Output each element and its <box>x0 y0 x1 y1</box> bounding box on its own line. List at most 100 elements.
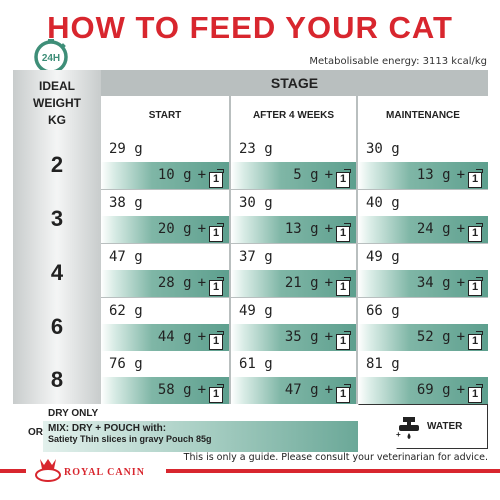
pouch-icon: 1 <box>468 331 483 350</box>
mix-amount-cell: 47 g +1 <box>231 377 356 404</box>
dry-amount: 61 g <box>231 351 356 377</box>
ideal-weight-header: IDEAL WEIGHT KG <box>13 78 101 129</box>
plus-sign: + <box>456 382 465 398</box>
mix-amount-cell: 52 g +1 <box>358 324 488 351</box>
plus-sign: + <box>197 329 206 345</box>
dry-amount: 49 g <box>231 298 356 324</box>
dry-amount: 66 g <box>358 298 488 324</box>
mix-amount: 28 g <box>157 275 192 291</box>
pouch-icon: 1 <box>336 223 351 242</box>
plus-sign: + <box>324 221 333 237</box>
svg-text:ROYAL CANIN: ROYAL CANIN <box>64 467 145 478</box>
mix-amount-cell: 13 g +1 <box>231 216 356 243</box>
mix-amount-cell: 5 g +1 <box>231 162 356 189</box>
plus-sign: + <box>324 329 333 345</box>
weight-value: 3 <box>50 206 64 231</box>
mix-legend: MIX: DRY + POUCH with: Satiety Thin slic… <box>43 421 358 452</box>
water-label: WATER <box>427 421 463 432</box>
pouch-icon: 1 <box>209 223 224 242</box>
weight-value: 2 <box>50 152 64 177</box>
dry-only-label: DRY ONLY <box>48 408 99 419</box>
weight-value: 6 <box>50 314 64 339</box>
dry-amount: 76 g <box>101 351 229 377</box>
plus-sign: + <box>456 221 465 237</box>
mix-amount: 24 g <box>416 221 451 237</box>
mix-product: Satiety Thin slices in gravy Pouch 85g <box>48 434 212 444</box>
mix-amount: 20 g <box>157 221 192 237</box>
pouch-icon: 1 <box>336 169 351 188</box>
weight-value: 8 <box>50 367 64 392</box>
plus-sign: + <box>197 167 206 183</box>
dry-amount: 49 g <box>358 244 488 270</box>
weight-column <box>13 70 101 404</box>
mix-amount: 58 g <box>157 382 192 398</box>
dry-amount: 23 g <box>231 136 356 162</box>
pouch-icon: 1 <box>209 169 224 188</box>
pouch-icon: 1 <box>209 277 224 296</box>
water-legend: + WATER <box>358 404 488 449</box>
mix-amount-cell: 69 g +1 <box>358 377 488 404</box>
mix-amount: 10 g <box>157 167 192 183</box>
mix-amount: 34 g <box>416 275 451 291</box>
royal-canin-logo: ROYAL CANIN <box>26 455 166 485</box>
pouch-icon: 1 <box>336 384 351 403</box>
mix-amount-cell: 28 g +1 <box>101 270 229 297</box>
pouch-icon: 1 <box>468 223 483 242</box>
stage-header: STAGE <box>270 75 319 91</box>
pouch-icon: 1 <box>336 277 351 296</box>
or-label: OR <box>28 427 43 438</box>
weight-value: 4 <box>50 260 64 285</box>
mix-amount-cell: 10 g +1 <box>101 162 229 189</box>
mix-amount-cell: 24 g +1 <box>358 216 488 243</box>
dry-amount: 38 g <box>101 190 229 216</box>
stage-column-3: MAINTENANCE <box>358 96 488 136</box>
plus-sign: + <box>197 382 206 398</box>
mix-amount: 44 g <box>157 329 192 345</box>
mix-amount: 69 g <box>416 382 451 398</box>
mix-amount-cell: 34 g +1 <box>358 270 488 297</box>
dry-amount: 62 g <box>101 298 229 324</box>
ideal-weight-label: IDEAL WEIGHT KG <box>33 79 81 127</box>
mix-amount: 13 g <box>284 221 319 237</box>
stage-column-2: AFTER 4 WEEKS <box>231 96 356 136</box>
mix-amount-cell: 21 g +1 <box>231 270 356 297</box>
feeding-table: IDEAL WEIGHT KG STAGE START AFTER 4 WEEKS… <box>13 70 488 404</box>
dry-amount: 47 g <box>101 244 229 270</box>
mix-amount-cell: 20 g +1 <box>101 216 229 243</box>
dry-amount: 29 g <box>101 136 229 162</box>
mix-amount: 35 g <box>284 329 319 345</box>
pouch-icon: 1 <box>468 277 483 296</box>
plus-sign: + <box>197 221 206 237</box>
plus-sign: + <box>324 167 333 183</box>
svg-text:+: + <box>396 430 401 439</box>
mix-amount-cell: 13 g +1 <box>358 162 488 189</box>
pouch-icon: 1 <box>209 384 224 403</box>
plus-sign: + <box>456 329 465 345</box>
pouch-icon: 1 <box>468 169 483 188</box>
mix-amount: 52 g <box>416 329 451 345</box>
metabolisable-energy: Metabolisable energy: 3113 kcal/kg <box>309 56 487 67</box>
plus-sign: + <box>324 382 333 398</box>
plus-sign: + <box>197 275 206 291</box>
dry-amount: 30 g <box>231 190 356 216</box>
mix-amount: 47 g <box>284 382 319 398</box>
mix-amount: 13 g <box>416 167 451 183</box>
mix-amount: 21 g <box>284 275 319 291</box>
mix-amount-cell: 58 g +1 <box>101 377 229 404</box>
plus-sign: + <box>456 275 465 291</box>
mix-amount: 5 g <box>293 167 319 183</box>
plus-sign: + <box>324 275 333 291</box>
dry-amount: 37 g <box>231 244 356 270</box>
guide-note: This is only a guide. Please consult you… <box>179 452 488 463</box>
mix-amount-cell: 35 g +1 <box>231 324 356 351</box>
pouch-icon: 1 <box>336 331 351 350</box>
dry-amount: 81 g <box>358 351 488 377</box>
clock-24h-icon: 24H <box>33 38 69 74</box>
page-title: HOW TO FEED YOUR CAT <box>47 10 453 45</box>
dry-amount: 30 g <box>358 136 488 162</box>
pouch-icon: 1 <box>468 384 483 403</box>
plus-sign: + <box>456 167 465 183</box>
svg-text:24H: 24H <box>42 53 60 64</box>
stage-column-1: START <box>101 96 229 136</box>
dry-amount: 40 g <box>358 190 488 216</box>
